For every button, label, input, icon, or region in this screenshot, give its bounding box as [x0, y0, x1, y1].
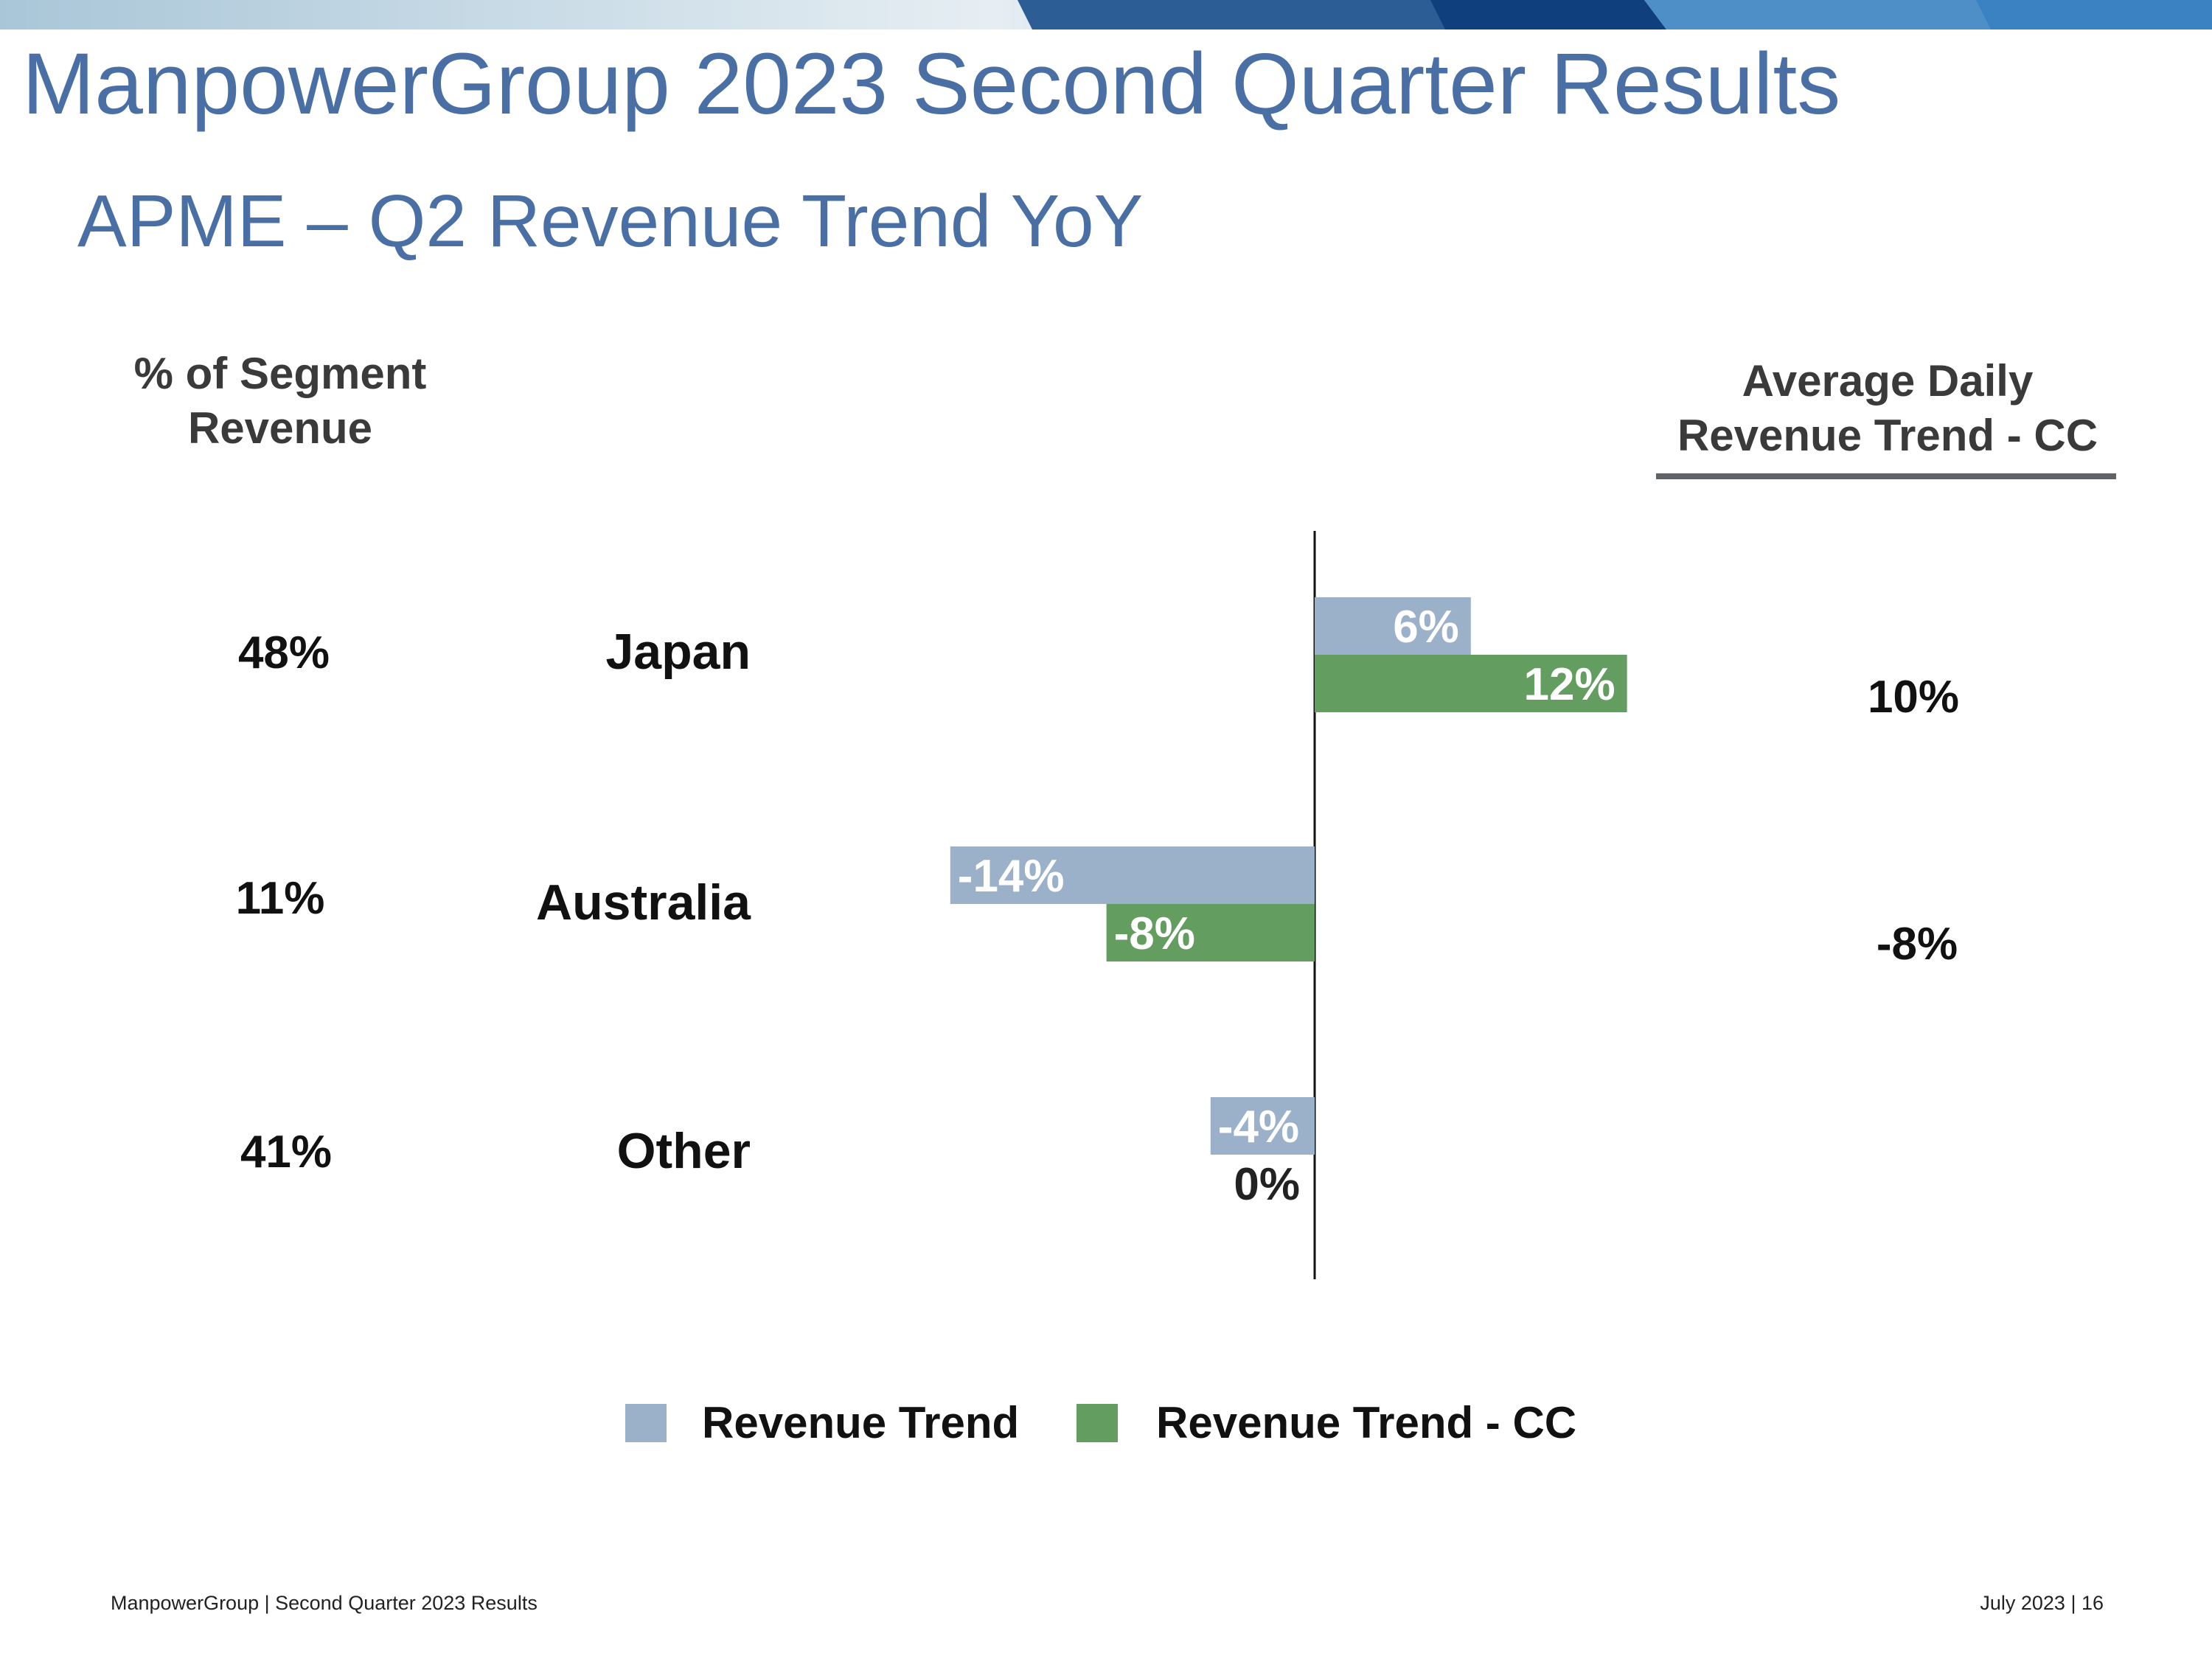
adrt-japan: 10% — [1867, 672, 1960, 723]
legend-swatch-revenue-trend-cc — [1077, 1404, 1118, 1442]
adrt-header: Average Daily Revenue Trend - CC — [1652, 354, 2124, 463]
footer-right: July 2023 | 16 — [1980, 1592, 2104, 1614]
adrt-header-underline — [1656, 473, 2116, 479]
share-japan: 48% — [237, 627, 330, 678]
legend-swatch-revenue-trend — [625, 1404, 667, 1442]
adrt-header-line1: Average Daily — [1742, 356, 2034, 406]
data-label-japan-revenue-trend-cc: 12% — [1524, 659, 1615, 710]
bar-australia-revenue-trend-cc — [1106, 904, 1315, 961]
region-label-other: Other — [616, 1123, 751, 1179]
data-label-other-revenue-trend-cc: 0% — [1234, 1159, 1300, 1210]
footer-left: ManpowerGroup | Second Quarter 2023 Resu… — [111, 1592, 538, 1614]
data-label-japan-revenue-trend: 6% — [1393, 602, 1459, 653]
share-australia: 11% — [235, 873, 325, 924]
region-label-japan: Japan — [605, 624, 751, 680]
adrt-header-line2: Revenue Trend - CC — [1677, 411, 2098, 460]
legend-label-revenue-trend-cc: Revenue Trend - CC — [1156, 1398, 1577, 1447]
bar-japan-revenue-trend — [1315, 597, 1471, 655]
adrt-australia: -8% — [1876, 919, 1958, 970]
region-label-australia: Australia — [536, 874, 751, 931]
data-label-australia-revenue-trend: -14% — [958, 851, 1065, 902]
slide-title: ManpowerGroup 2023 Second Quarter Result… — [22, 35, 1841, 133]
bar-japan-revenue-trend-cc — [1315, 655, 1627, 712]
segment-revenue-header-line1: % of Segment — [133, 349, 427, 398]
share-other: 41% — [240, 1127, 333, 1178]
slide-subtitle: APME – Q2 Revenue Trend YoY — [77, 180, 1144, 262]
segment-revenue-header-line2: Revenue — [187, 403, 373, 453]
data-label-other-revenue-trend: -4% — [1218, 1102, 1299, 1152]
data-label-australia-revenue-trend-cc: -8% — [1114, 908, 1195, 959]
bar-other-revenue-trend — [1210, 1097, 1315, 1155]
legend-label-revenue-trend: Revenue Trend — [702, 1398, 1020, 1447]
header-banner — [0, 0, 2212, 29]
segment-revenue-header: % of Segment Revenue — [103, 347, 457, 456]
bar-australia-revenue-trend — [950, 846, 1315, 904]
